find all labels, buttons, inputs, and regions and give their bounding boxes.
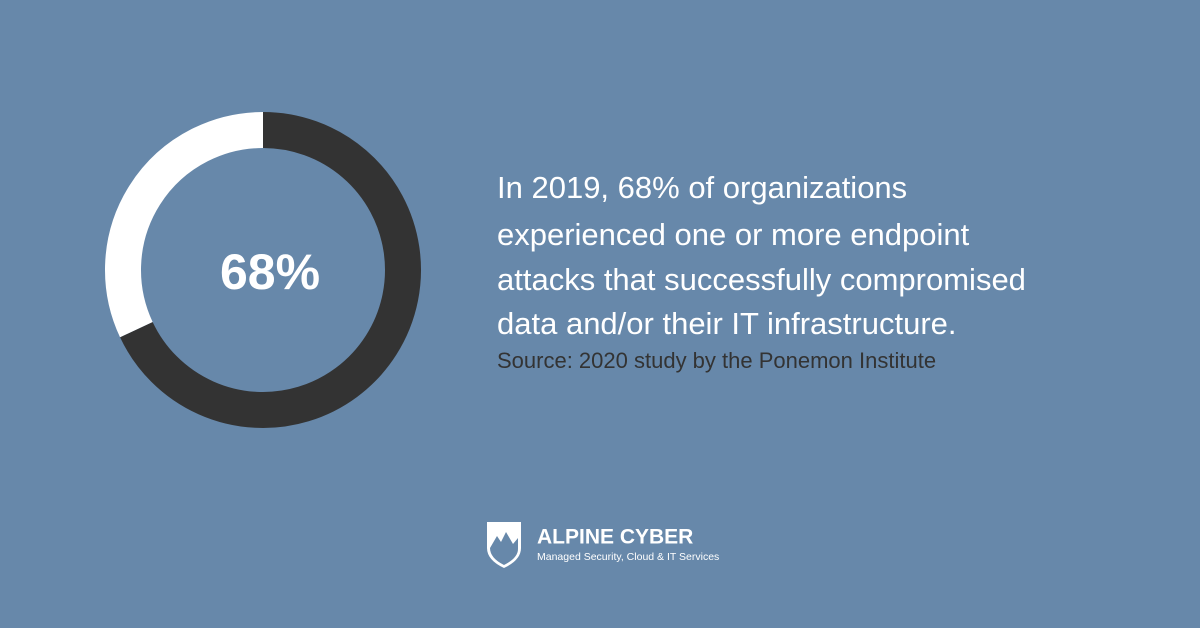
- logo: ALPINE CYBER Managed Security, Cloud & I…: [487, 522, 719, 568]
- logo-mountains: [490, 532, 518, 565]
- logo-tagline: Managed Security, Cloud & IT Services: [537, 551, 719, 563]
- statement-line: In 2019, 68% of organizations: [497, 170, 907, 205]
- center-label: 68%: [220, 244, 320, 300]
- statement-line: data and/or their IT infrastructure.: [497, 306, 957, 341]
- statement-line: attacks that successfully compromised: [497, 262, 1026, 297]
- source: Source: 2020 study by the Ponemon Instit…: [497, 348, 936, 373]
- logo-name: ALPINE CYBER: [537, 526, 693, 549]
- donut-chart: [105, 112, 421, 428]
- donut-segment: [105, 112, 264, 338]
- statement-line: experienced one or more endpoint: [497, 217, 970, 252]
- donut-segment: [120, 112, 421, 428]
